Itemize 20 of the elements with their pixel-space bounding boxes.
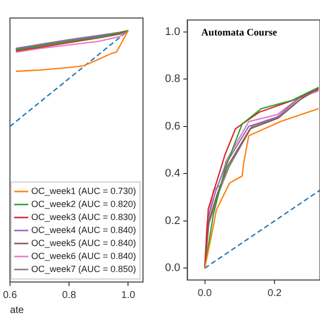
x-tick-label: 0.6: [3, 290, 18, 301]
y-tick-label: 0.2: [164, 214, 180, 227]
legend-label: OC_week5 (AUC = 0.840): [31, 238, 136, 248]
legend-label: OC_week2 (AUC = 0.820): [31, 198, 136, 209]
legend-label: OC_week1 (AUC = 0.730): [31, 186, 136, 196]
y-tick-label: 0.8: [164, 73, 180, 86]
y-tick-label: 0.4: [164, 168, 180, 180]
x-tick-label: 0.8: [62, 290, 76, 301]
x-axis-title: ate: [10, 304, 24, 316]
legend-label: OC_week7 (AUC = 0.850): [31, 264, 136, 274]
x-tick-label: 0.2: [268, 288, 282, 299]
y-tick-label: 1.0: [164, 26, 180, 38]
legend-label: OC_week6 (AUC = 0.840): [31, 250, 136, 261]
y-tick-label: 0.6: [164, 120, 180, 132]
legend-label: OC_week4 (AUC = 0.840): [31, 224, 136, 235]
x-tick-label: 1.0: [121, 290, 136, 301]
text: Automata Course: [201, 28, 278, 39]
x-tick-label: 0.0: [198, 288, 212, 299]
legend-label: OC_week3 (AUC = 0.830): [31, 212, 136, 222]
y-tick-label: 0.0: [164, 262, 180, 274]
